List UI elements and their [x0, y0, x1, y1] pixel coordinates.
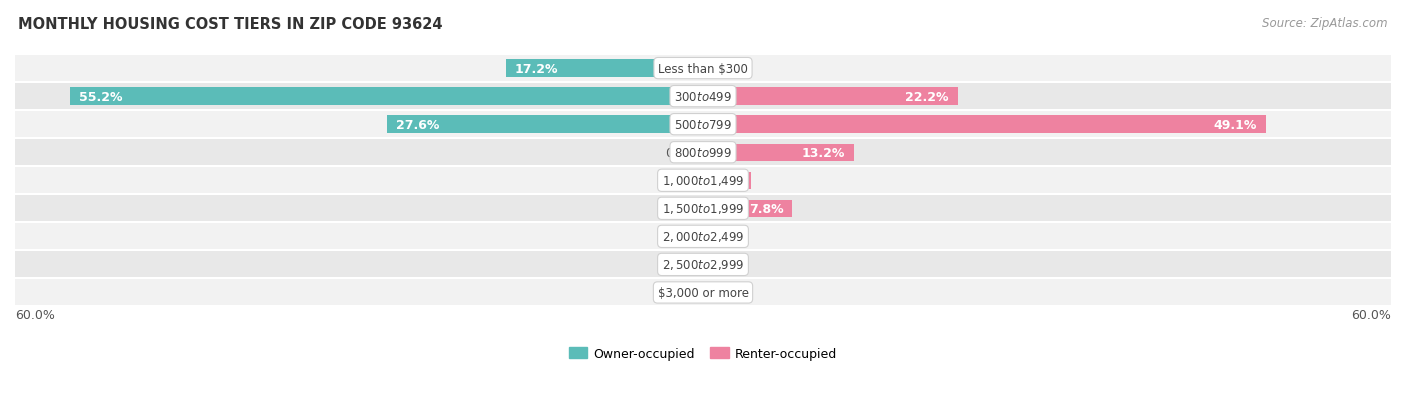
Text: 0.0%: 0.0%	[709, 286, 741, 299]
Text: 13.2%: 13.2%	[801, 146, 845, 159]
Text: 0.0%: 0.0%	[665, 146, 697, 159]
Text: 0.0%: 0.0%	[665, 174, 697, 188]
Text: $2,000 to $2,499: $2,000 to $2,499	[662, 230, 744, 244]
Text: Less than $300: Less than $300	[658, 62, 748, 76]
Text: 4.2%: 4.2%	[707, 174, 742, 188]
Bar	[506, 60, 703, 78]
Bar	[15, 251, 1391, 279]
Bar	[70, 88, 703, 106]
Bar	[15, 167, 1391, 195]
Text: $800 to $999: $800 to $999	[673, 146, 733, 159]
Bar	[15, 55, 1391, 83]
Text: $300 to $499: $300 to $499	[673, 90, 733, 103]
Bar	[15, 139, 1391, 167]
Text: 60.0%: 60.0%	[15, 308, 55, 321]
Bar	[15, 111, 1391, 139]
Text: 0.0%: 0.0%	[665, 202, 697, 215]
Bar	[15, 83, 1391, 111]
Bar	[703, 144, 855, 161]
Text: 0.0%: 0.0%	[665, 230, 697, 243]
Text: 49.1%: 49.1%	[1213, 119, 1257, 131]
Text: Source: ZipAtlas.com: Source: ZipAtlas.com	[1263, 17, 1388, 29]
Bar	[703, 200, 793, 218]
Text: 7.8%: 7.8%	[748, 202, 783, 215]
Text: $1,000 to $1,499: $1,000 to $1,499	[662, 174, 744, 188]
Text: $500 to $799: $500 to $799	[673, 119, 733, 131]
Text: $1,500 to $1,999: $1,500 to $1,999	[662, 202, 744, 216]
Text: 60.0%: 60.0%	[1351, 308, 1391, 321]
Legend: Owner-occupied, Renter-occupied: Owner-occupied, Renter-occupied	[568, 347, 838, 360]
Text: $2,500 to $2,999: $2,500 to $2,999	[662, 258, 744, 272]
Bar	[703, 172, 751, 190]
Bar	[703, 116, 1265, 133]
Bar	[15, 223, 1391, 251]
Text: 55.2%: 55.2%	[79, 90, 122, 103]
Text: 0.0%: 0.0%	[665, 286, 697, 299]
Text: 0.0%: 0.0%	[665, 258, 697, 271]
Bar	[15, 279, 1391, 307]
Text: 0.0%: 0.0%	[709, 62, 741, 76]
Bar	[387, 116, 703, 133]
Text: 0.0%: 0.0%	[709, 230, 741, 243]
Text: 17.2%: 17.2%	[515, 62, 558, 76]
Text: MONTHLY HOUSING COST TIERS IN ZIP CODE 93624: MONTHLY HOUSING COST TIERS IN ZIP CODE 9…	[18, 17, 443, 31]
Text: $3,000 or more: $3,000 or more	[658, 286, 748, 299]
Text: 22.2%: 22.2%	[905, 90, 949, 103]
Bar	[703, 88, 957, 106]
Text: 27.6%: 27.6%	[395, 119, 439, 131]
Text: 0.0%: 0.0%	[709, 258, 741, 271]
Bar	[15, 195, 1391, 223]
